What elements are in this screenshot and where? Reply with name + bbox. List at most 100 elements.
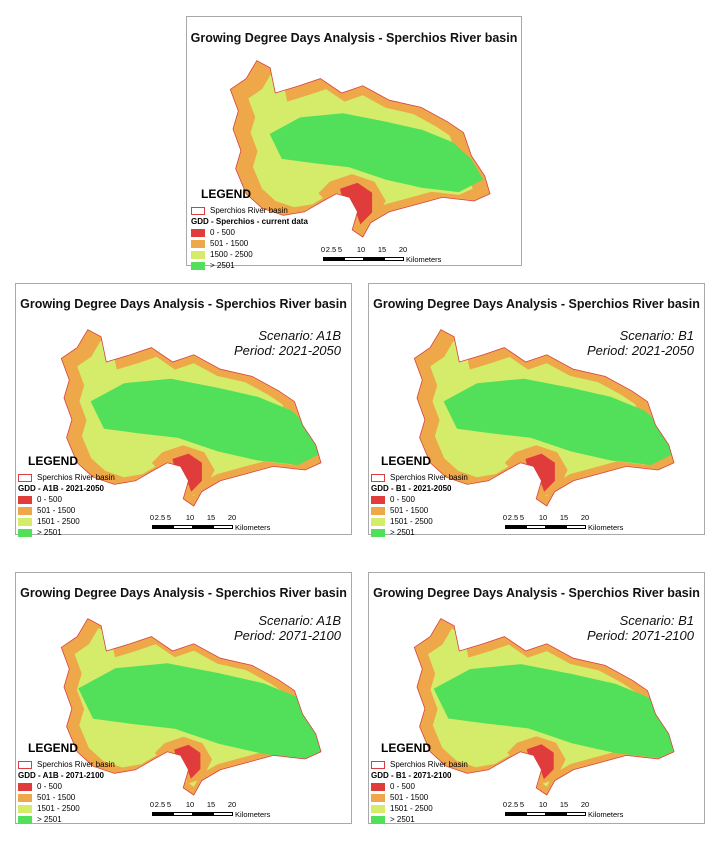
class-swatch-orange	[18, 506, 32, 515]
legend-class-item: > 2501	[18, 814, 115, 825]
class-label: 1501 - 2500	[390, 517, 433, 526]
scale-segment	[213, 812, 233, 816]
basin-label: Sperchios River basin	[390, 473, 468, 482]
basin-map	[60, 329, 322, 507]
class-label: 0 - 500	[210, 228, 235, 237]
scale-tick: 10	[538, 800, 548, 809]
scale-tick: 20	[398, 245, 408, 254]
class-swatch-orange	[371, 506, 385, 515]
class-label: 0 - 500	[37, 782, 62, 791]
legend-subtitle: GDD - A1B - 2021-2050	[18, 484, 104, 493]
scale-tick: 5	[519, 800, 525, 809]
basin-label: Sperchios River basin	[37, 473, 115, 482]
zone-gt-2501	[269, 113, 484, 193]
scale-segment	[364, 257, 384, 261]
scale-unit: Kilometers	[588, 810, 624, 819]
legend-basin-item: Sperchios River basin	[18, 759, 115, 770]
legend-class-item: 0 - 500	[371, 494, 468, 505]
class-swatch-green	[371, 528, 385, 537]
scale-bar: 0 2.5 5 10 15 20 Kilometers	[149, 513, 272, 535]
basin-outline	[229, 60, 491, 238]
scale-tick: 2.5	[154, 513, 166, 522]
legend-class-item: > 2501	[191, 260, 308, 271]
zone-gt-2501	[78, 663, 322, 759]
zone-0-500	[172, 453, 202, 492]
zone-0-500	[174, 744, 201, 779]
scale-tick: 10	[356, 245, 366, 254]
scenario-name: Scenario: A1B	[258, 613, 341, 628]
scale-unit: Kilometers	[588, 523, 624, 532]
basin-outline-swatch	[18, 473, 32, 482]
class-swatch-red	[371, 495, 385, 504]
scale-segment	[505, 525, 526, 529]
class-label: 501 - 1500	[37, 793, 76, 802]
legend-title: LEGEND	[28, 454, 79, 468]
map-title: Growing Degree Days Analysis - Sperchios…	[20, 297, 347, 311]
class-label: > 2501	[210, 261, 235, 270]
scale-tick: 2.5	[154, 800, 166, 809]
scale-segment	[546, 812, 566, 816]
basin-outline-swatch	[191, 206, 205, 215]
scenario-label: Scenario: A1B Period: 2071-2100	[234, 613, 341, 643]
zone-0-500	[526, 744, 554, 780]
scenario-label: Scenario: B1 Period: 2071-2100	[587, 613, 694, 643]
scale-tick: 15	[206, 800, 216, 809]
class-swatch-yellow	[191, 250, 205, 259]
scale-tick: 15	[206, 513, 216, 522]
gdd-zones	[414, 329, 675, 506]
class-label: > 2501	[37, 815, 62, 824]
legend-class-item: 0 - 500	[191, 227, 308, 238]
class-swatch-green	[371, 815, 385, 824]
gdd-zones	[61, 618, 322, 795]
legend-class-item: > 2501	[18, 527, 115, 538]
map-title: Growing Degree Days Analysis - Sperchios…	[373, 586, 700, 600]
scale-segment	[193, 525, 213, 529]
class-label: > 2501	[390, 815, 415, 824]
class-swatch-red	[18, 495, 32, 504]
legend-basin-item: Sperchios River basin	[371, 759, 468, 770]
scale-tick: 15	[559, 513, 569, 522]
class-label: 501 - 1500	[390, 506, 429, 515]
scale-segment	[566, 812, 586, 816]
scale-segment	[566, 525, 586, 529]
scale-tick: 5	[166, 800, 172, 809]
legend: LEGEND Sperchios River basin GDD - B1 - …	[371, 454, 468, 538]
legend-class-item: 0 - 500	[18, 494, 115, 505]
legend-title: LEGEND	[381, 741, 432, 755]
scale-segment	[323, 257, 344, 261]
scale-segment	[193, 812, 213, 816]
scale-tick: 2.5	[325, 245, 337, 254]
class-label: 1501 - 2500	[37, 517, 80, 526]
class-label: > 2501	[390, 528, 415, 537]
legend-subtitle: GDD - B1 - 2021-2050	[371, 484, 452, 493]
gdd-zones	[414, 618, 675, 795]
basin-outline	[413, 329, 675, 507]
map-title: Growing Degree Days Analysis - Sperchios…	[190, 31, 518, 45]
legend-title: LEGEND	[28, 741, 79, 755]
legend-basin-item: Sperchios River basin	[191, 205, 308, 216]
scale-tick: 5	[337, 245, 343, 254]
scale-segment	[526, 812, 546, 816]
scale-tick: 5	[519, 513, 525, 522]
scale-tick: 0	[149, 513, 155, 522]
class-swatch-green	[18, 528, 32, 537]
scale-unit: Kilometers	[235, 523, 271, 532]
legend-basin-item: Sperchios River basin	[18, 472, 115, 483]
scale-tick: 20	[227, 800, 237, 809]
basin-label: Sperchios River basin	[37, 760, 115, 769]
basin-map	[413, 329, 675, 507]
scale-tick: 10	[185, 513, 195, 522]
map-panel-a1b-2021-2050: Growing Degree Days Analysis - Sperchios…	[15, 283, 352, 538]
class-swatch-orange	[191, 239, 205, 248]
class-label: 501 - 1500	[37, 506, 76, 515]
scale-tick: 0	[320, 245, 326, 254]
map-title: Growing Degree Days Analysis - Sperchios…	[373, 297, 700, 311]
class-swatch-orange	[18, 793, 32, 802]
scale-bar: 0 2.5 5 10 15 20 Kilometers	[150, 800, 272, 822]
legend-class-item: > 2501	[371, 814, 468, 825]
legend-subtitle: GDD - B1 - 2071-2100	[371, 771, 452, 780]
class-label: 1501 - 2500	[37, 804, 80, 813]
legend-class-item: 501 - 1500	[18, 792, 115, 803]
legend: LEGEND Sperchios River basin GDD - B1 - …	[371, 741, 468, 825]
legend-class-item: 501 - 1500	[371, 505, 468, 516]
